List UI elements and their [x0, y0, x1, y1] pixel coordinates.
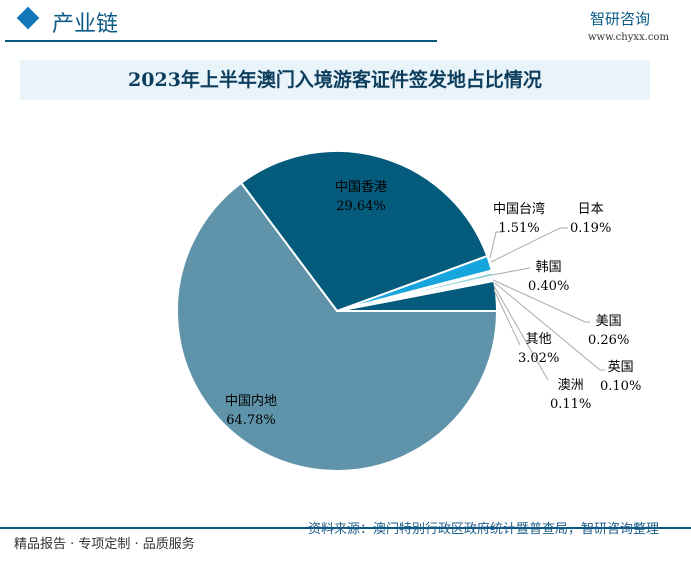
website: www.chyxx.com	[588, 32, 669, 43]
label-japan: 日本 0.19%	[570, 202, 612, 236]
brand-logo: 智研咨询	[590, 10, 651, 28]
footer-slogan: 精品报告 · 专项定制 · 品质服务	[14, 537, 195, 552]
label-usa: 美国 0.26%	[588, 314, 630, 348]
label-australia: 澳洲 0.11%	[550, 378, 592, 412]
pie-slice-中国内地	[176, 181, 499, 472]
label-uk: 英国 0.10%	[600, 360, 642, 394]
leader-lines	[489, 227, 605, 381]
label-hongkong: 中国香港 29.64%	[335, 180, 388, 214]
label-mainland: 中国内地 64.78%	[225, 394, 278, 428]
source-note: 资料来源：澳门特别行政区政府统计暨普查局，智研咨询整理	[308, 522, 660, 537]
chart-title: 2023年上半年澳门入境游客证件签发地占比情况	[20, 60, 650, 100]
pie-slice-中国香港	[239, 150, 489, 313]
label-taiwan: 中国台湾 1.51%	[493, 202, 546, 236]
header-divider	[5, 40, 437, 42]
section-title: 产业链	[52, 12, 119, 37]
label-other: 其他 3.02%	[518, 332, 560, 366]
label-korea: 韩国 0.40%	[528, 260, 570, 294]
footer-bar	[0, 527, 691, 561]
